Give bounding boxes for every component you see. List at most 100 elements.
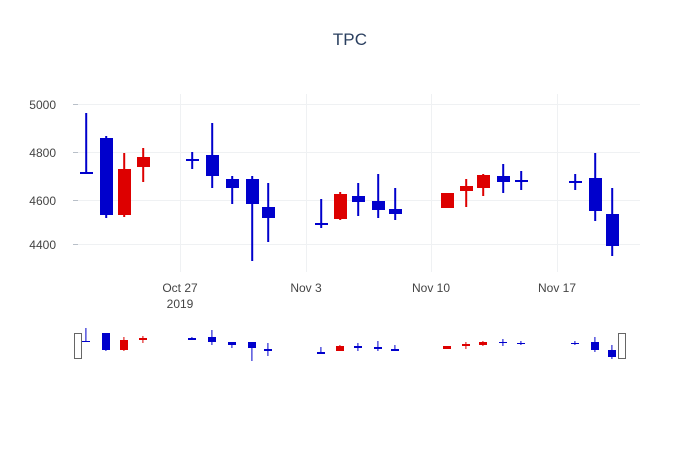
candle-body: [185, 158, 199, 162]
range-slider-candle-19: [571, 322, 579, 370]
candle-wick: [465, 342, 467, 349]
y-tick-mark: [73, 200, 78, 201]
range-slider[interactable]: [74, 322, 640, 370]
candle-body: [82, 340, 90, 343]
y-tick-mark: [73, 244, 78, 245]
candle-body: [264, 348, 272, 352]
y-tick-label: 4600: [29, 194, 56, 208]
candlestick-19[interactable]: [568, 94, 582, 272]
candle-body: [371, 200, 385, 211]
range-slider-candle-4: [188, 322, 196, 370]
range-slider-track[interactable]: [78, 322, 640, 370]
candle-body: [588, 177, 602, 212]
candlestick-8[interactable]: [261, 94, 275, 272]
vertical-gridline: [557, 94, 558, 272]
candle-body: [374, 347, 382, 350]
candle-body: [333, 193, 347, 220]
candle-body: [261, 206, 275, 219]
candle-wick: [394, 344, 396, 352]
candle-wick: [465, 178, 467, 207]
candlestick-9[interactable]: [314, 94, 328, 272]
candle-body: [79, 171, 93, 174]
candlestick-16[interactable]: [476, 94, 490, 272]
candle-body: [496, 176, 510, 183]
candle-wick: [211, 122, 213, 188]
candlestick-1[interactable]: [99, 94, 113, 272]
candle-body: [514, 179, 528, 183]
candlestick-18[interactable]: [514, 94, 528, 272]
candle-body: [608, 350, 616, 358]
candlestick-17[interactable]: [496, 94, 510, 272]
range-slider-right-handle[interactable]: [618, 333, 626, 359]
candle-body: [388, 209, 402, 214]
range-slider-candle-0: [82, 322, 90, 370]
candle-body: [317, 352, 325, 354]
candle-body: [517, 342, 525, 345]
range-slider-candle-21: [608, 322, 616, 370]
range-slider-candle-16: [479, 322, 487, 370]
gridline-5000: [78, 104, 640, 105]
candle-wick: [377, 174, 379, 219]
candle-body: [102, 333, 110, 351]
candlestick-14[interactable]: [440, 94, 454, 272]
candle-body: [476, 175, 490, 188]
candle-body: [228, 342, 236, 345]
candlestick-15[interactable]: [459, 94, 473, 272]
range-slider-candle-15: [462, 322, 470, 370]
candlestick-7[interactable]: [245, 94, 259, 272]
candle-body: [391, 349, 399, 351]
candlestick-10[interactable]: [333, 94, 347, 272]
candle-body: [225, 178, 239, 188]
range-slider-candle-8: [264, 322, 272, 370]
candlestick-21[interactable]: [605, 94, 619, 272]
candle-wick: [251, 176, 253, 262]
range-slider-left-handle[interactable]: [74, 333, 82, 359]
vertical-gridline: [306, 94, 307, 272]
range-slider-candle-17: [499, 322, 507, 370]
candlestick-0[interactable]: [79, 94, 93, 272]
range-slider-candle-2: [120, 322, 128, 370]
candlestick-12[interactable]: [371, 94, 385, 272]
range-slider-candle-9: [317, 322, 325, 370]
candlestick-5[interactable]: [205, 94, 219, 272]
candle-wick: [231, 176, 233, 205]
range-slider-candle-20: [591, 322, 599, 370]
candle-body: [354, 346, 362, 348]
candle-wick: [211, 330, 213, 345]
x-tick-label: Nov 10: [411, 281, 451, 295]
y-tick-label: 4800: [29, 146, 56, 160]
candle-body: [205, 155, 219, 177]
candlestick-3[interactable]: [136, 94, 150, 272]
range-slider-candle-10: [336, 322, 344, 370]
range-slider-candle-12: [374, 322, 382, 370]
candle-wick: [231, 341, 233, 349]
candlestick-20[interactable]: [588, 94, 602, 272]
x-tick-label: Nov 3: [290, 281, 322, 295]
candlestick-6[interactable]: [225, 94, 239, 272]
candle-body: [139, 337, 147, 340]
candlestick-2[interactable]: [117, 94, 131, 272]
candlestick-4[interactable]: [185, 94, 199, 272]
candlestick-13[interactable]: [388, 94, 402, 272]
candle-body: [440, 192, 454, 208]
candle-body: [120, 340, 128, 351]
candle-wick: [251, 341, 253, 361]
gridline-4400: [78, 244, 640, 245]
candle-body: [314, 223, 328, 226]
candle-body: [99, 137, 113, 215]
range-slider-candle-18: [517, 322, 525, 370]
candle-body: [117, 169, 131, 215]
candle-body: [571, 342, 579, 345]
candle-body: [248, 342, 256, 349]
range-slider-candle-14: [443, 322, 451, 370]
candle-body: [443, 345, 451, 349]
candlestick-11[interactable]: [351, 94, 365, 272]
candle-body: [208, 337, 216, 342]
range-slider-candle-5: [208, 322, 216, 370]
candle-wick: [320, 346, 322, 354]
candle-wick: [85, 113, 87, 174]
vertical-gridline: [431, 94, 432, 272]
range-slider-candle-3: [139, 322, 147, 370]
plot-area: [78, 94, 640, 272]
